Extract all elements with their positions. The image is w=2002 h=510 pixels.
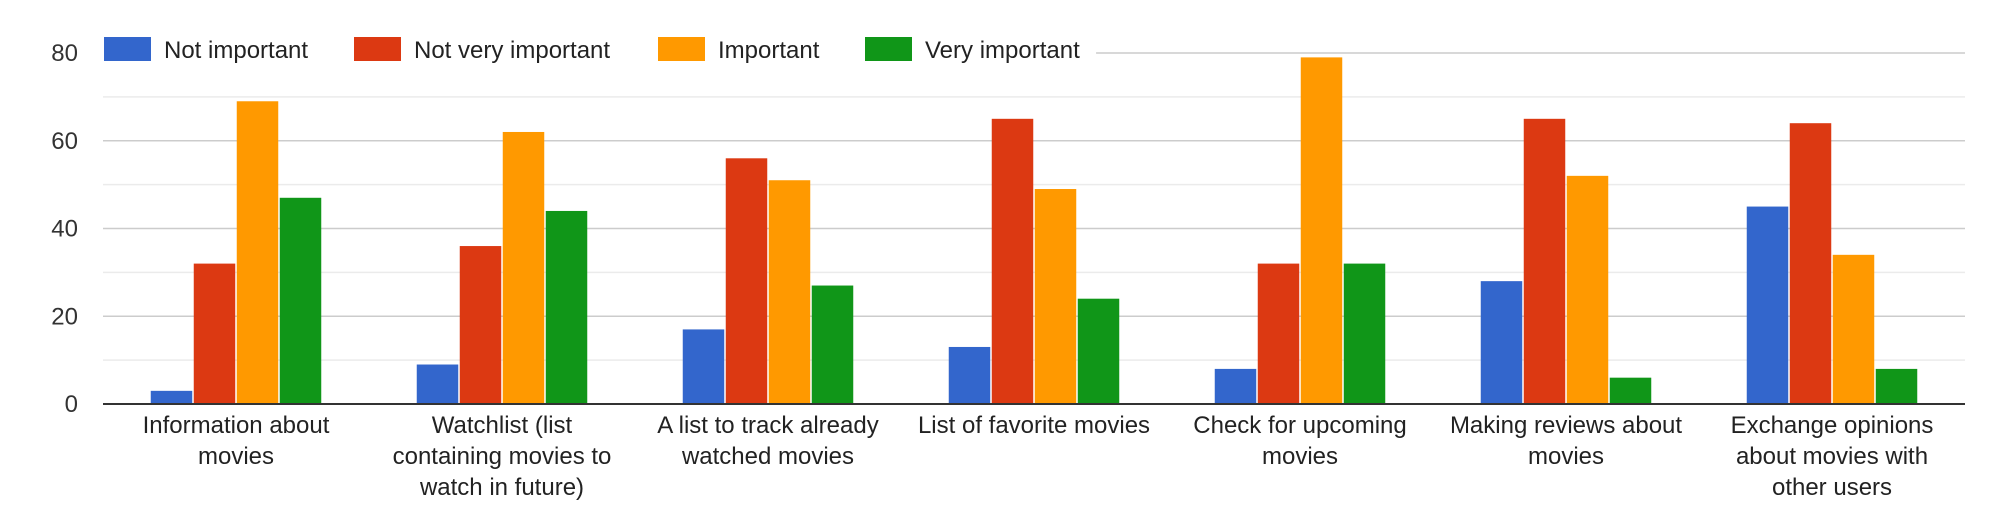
bar-important-4 [1034, 189, 1077, 404]
legend-background [103, 40, 1097, 65]
bar-not-important-3 [682, 329, 725, 404]
bar-not-important-2 [416, 364, 459, 404]
legend-swatch-not-important [104, 37, 151, 61]
bars [150, 57, 1918, 404]
bar-important-3 [768, 180, 811, 404]
legend-label-not-very-important: Not very important [414, 37, 610, 64]
legend-swatch-very-important [865, 37, 912, 61]
y-tick-label: 0 [65, 391, 78, 418]
bar-very-important-1 [279, 197, 322, 404]
bar-very-important-2 [545, 210, 588, 404]
bar-not-very-important-1 [193, 263, 236, 404]
bar-not-important-7 [1746, 206, 1789, 404]
bar-important-5 [1300, 57, 1343, 404]
bar-not-very-important-7 [1789, 123, 1832, 404]
gridlines [103, 52, 1965, 361]
x-tick-label: Making reviews about movies [1450, 412, 1682, 470]
legend-swatch-important [658, 37, 705, 61]
legend-label-very-important: Very important [925, 37, 1080, 64]
y-tick-label: 40 [51, 216, 78, 243]
bar-important-1 [236, 101, 279, 404]
legend-swatch-not-very-important [354, 37, 401, 61]
bar-important-6 [1566, 175, 1609, 404]
bar-not-very-important-6 [1523, 118, 1566, 404]
x-tick-label: Check for upcoming movies [1193, 412, 1406, 470]
x-tick-label: Information about movies [143, 412, 330, 470]
legend-label-not-important: Not important [164, 37, 308, 64]
bar-not-very-important-2 [459, 246, 502, 404]
y-tick-label: 20 [51, 303, 78, 330]
bar-not-important-4 [948, 346, 991, 404]
legend-label-important: Important [718, 37, 820, 64]
y-tick-label: 60 [51, 128, 78, 155]
legend: Not important Not very important Important… [103, 37, 1097, 65]
y-tick-label: 80 [51, 40, 78, 67]
bar-not-very-important-4 [991, 118, 1034, 404]
bar-important-2 [502, 131, 545, 404]
bar-important-7 [1832, 254, 1875, 404]
x-tick-label: A list to track already watched movies [657, 412, 878, 470]
bar-not-important-5 [1214, 368, 1257, 404]
bar-not-very-important-3 [725, 158, 768, 404]
axes: 0 20 40 60 80 Information about movies Watchlis… [51, 40, 1965, 501]
bar-not-important-6 [1480, 281, 1523, 404]
bar-not-important-1 [150, 390, 193, 404]
bar-very-important-3 [811, 285, 854, 404]
x-tick-label: Watchlist (list containing movies to watch… [393, 412, 612, 501]
bar-very-important-7 [1875, 368, 1918, 404]
bar-very-important-4 [1077, 298, 1120, 404]
bar-not-very-important-5 [1257, 263, 1300, 404]
x-tick-label: List of favorite movies [918, 412, 1150, 439]
bar-very-important-6 [1609, 377, 1652, 404]
bar-very-important-5 [1343, 263, 1386, 404]
x-tick-label: Exchange opinions about movies with other … [1731, 412, 1934, 501]
